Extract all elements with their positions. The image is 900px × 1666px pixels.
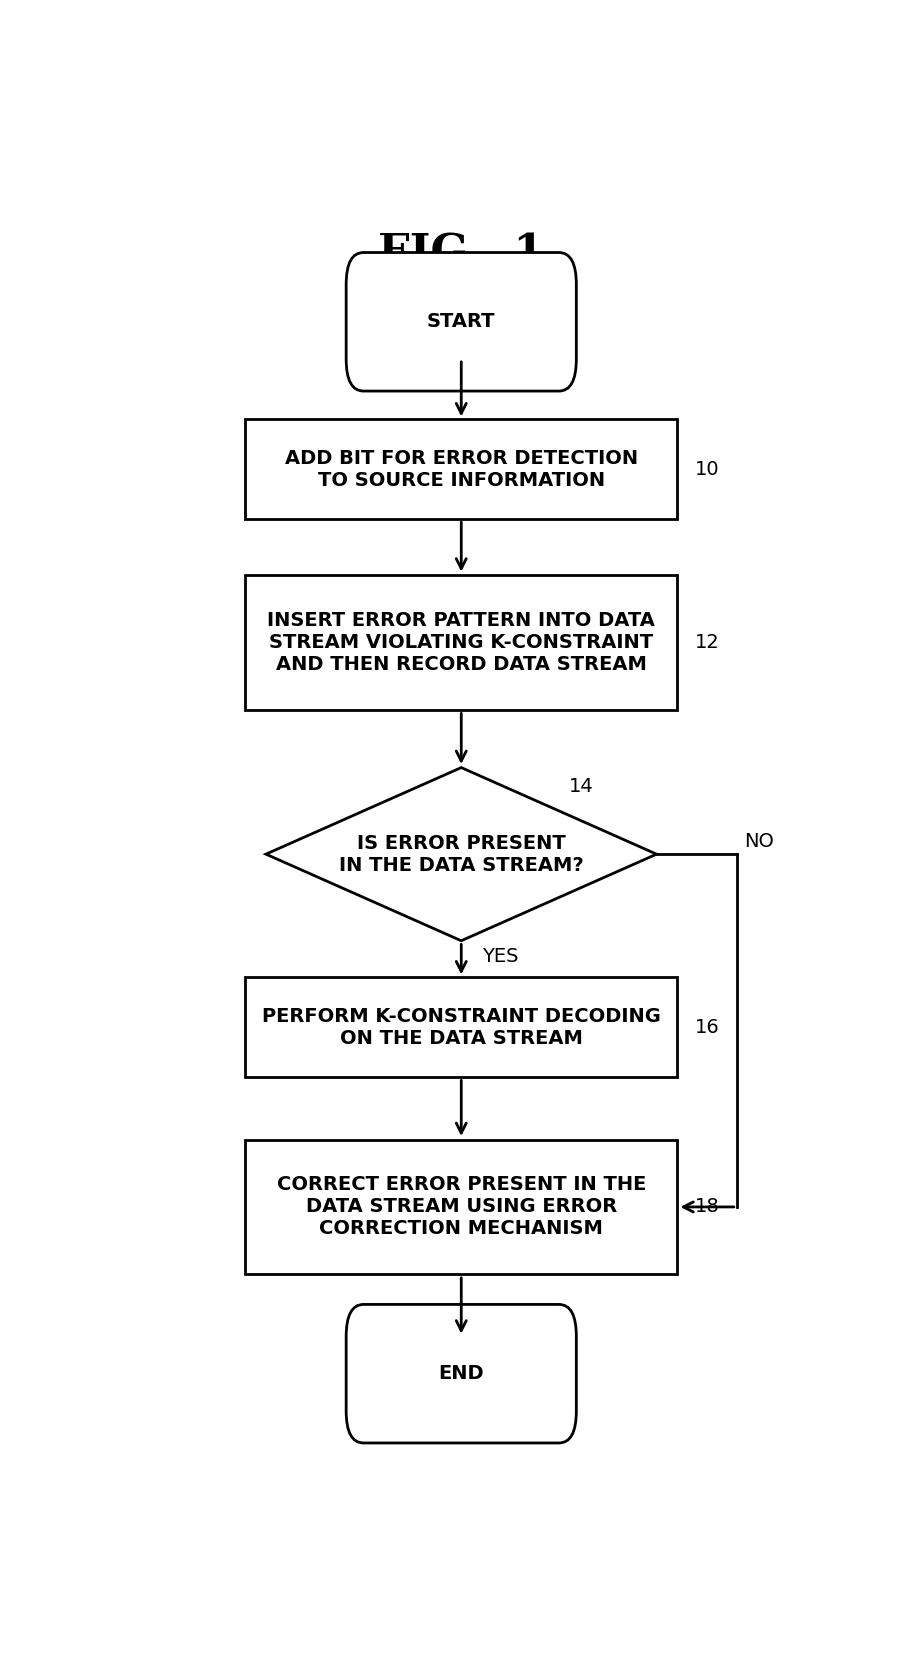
FancyBboxPatch shape [346,1304,576,1443]
Text: ADD BIT FOR ERROR DETECTION
TO SOURCE INFORMATION: ADD BIT FOR ERROR DETECTION TO SOURCE IN… [284,448,638,490]
Text: 18: 18 [695,1198,720,1216]
Text: YES: YES [482,948,518,966]
Polygon shape [266,768,657,941]
Text: PERFORM K-CONSTRAINT DECODING
ON THE DATA STREAM: PERFORM K-CONSTRAINT DECODING ON THE DAT… [262,1006,661,1048]
Bar [245,1140,678,1274]
Text: IS ERROR PRESENT
IN THE DATA STREAM?: IS ERROR PRESENT IN THE DATA STREAM? [339,833,583,875]
Bar [245,978,678,1078]
Text: CORRECT ERROR PRESENT IN THE
DATA STREAM USING ERROR
CORRECTION MECHANISM: CORRECT ERROR PRESENT IN THE DATA STREAM… [276,1176,646,1238]
Text: 12: 12 [695,633,720,651]
Bar [245,575,678,710]
Text: NO: NO [743,831,774,851]
Text: INSERT ERROR PATTERN INTO DATA
STREAM VIOLATING K-CONSTRAINT
AND THEN RECORD DAT: INSERT ERROR PATTERN INTO DATA STREAM VI… [267,611,655,675]
Text: START: START [427,312,496,332]
Text: 10: 10 [695,460,719,478]
Text: FIG.  1: FIG. 1 [378,232,544,275]
Text: 16: 16 [695,1018,720,1036]
FancyBboxPatch shape [346,253,576,392]
Bar [245,420,678,520]
Text: END: END [438,1364,484,1383]
Text: 14: 14 [569,776,593,796]
